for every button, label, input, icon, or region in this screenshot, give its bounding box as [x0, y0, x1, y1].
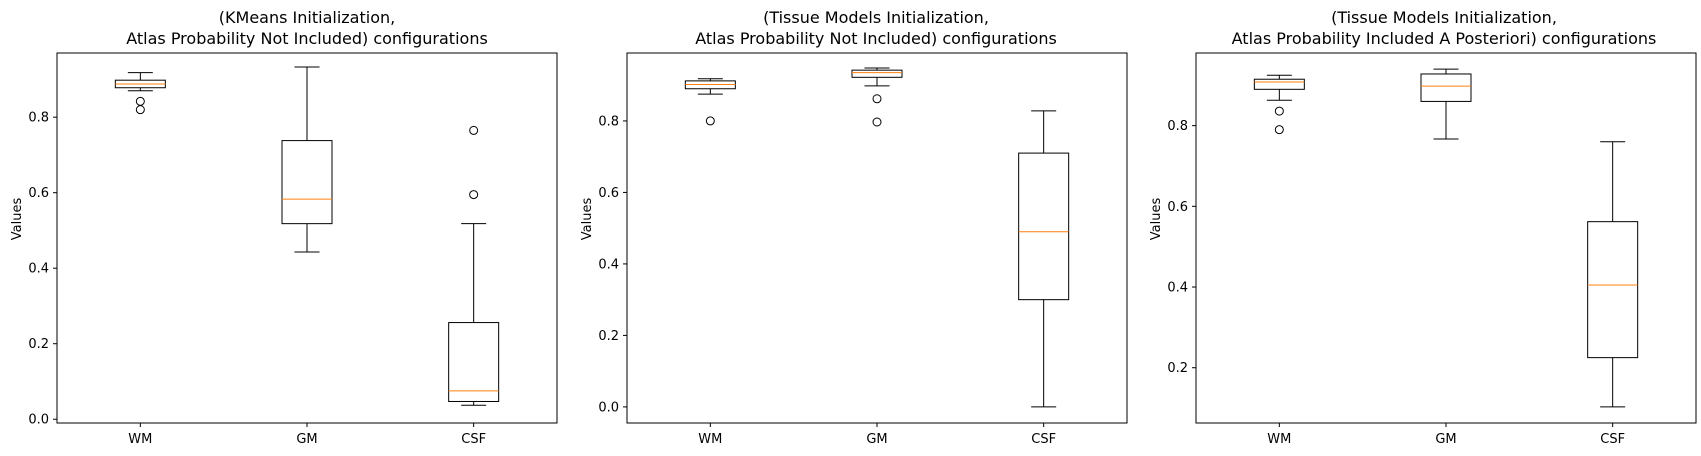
subplot-1-x-tick-label-wm: WM: [128, 432, 152, 447]
subplot-3-x-tick-label-wm: WM: [1267, 432, 1291, 447]
subplot-3-gm-iqr-box: [1420, 73, 1472, 102]
subplot-2-y-tick-label: 0.0: [598, 400, 619, 415]
subplot-2-y-tick-label: 0.8: [598, 114, 619, 129]
subplot-2-gm-outlier: [872, 94, 882, 104]
subplot-2-box-wm: [684, 78, 736, 126]
subplot-1-y-tick-label: 0.4: [28, 262, 49, 277]
subplot-2: (Tissue Models Initialization, Atlas Pro…: [580, 8, 1128, 447]
subplot-1-y-tick-label: 0.2: [28, 337, 49, 352]
subplot-3-wm-iqr-box: [1253, 78, 1305, 90]
subplot-3-y-tick-label: 0.4: [1167, 281, 1188, 296]
subplot-3-y-tick-label: 0.2: [1167, 361, 1188, 376]
subplot-1-plot-area: 0.0 0.2 0.4 0.6 0.8 WM GM CSF: [28, 52, 558, 447]
subplot-3-box-gm: [1420, 68, 1472, 140]
subplot-3-title-line-1: (Tissue Models Initialization,: [1331, 8, 1557, 27]
subplot-1-x-tick-label-csf: CSF: [461, 432, 486, 447]
subplot-2-x-tick-label-wm: WM: [698, 432, 722, 447]
subplot-2-title-line-1: (Tissue Models Initialization,: [763, 8, 989, 27]
subplot-2-box-csf: [1018, 110, 1070, 408]
subplot-1-wm-outlier: [135, 105, 145, 115]
subplot-1-y-axis-label: Values: [10, 198, 25, 241]
subplot-3-y-tick-label: 0.6: [1167, 200, 1188, 215]
subplot-3-wm-outlier: [1274, 106, 1284, 116]
subplot-2-y-tick-label: 0.4: [598, 257, 619, 272]
subplot-3: (Tissue Models Initialization, Atlas Pro…: [1149, 8, 1697, 447]
subplot-2-plot-area: 0.0 0.2 0.4 0.6 0.8 WM GM CSF: [598, 52, 1128, 447]
subplot-3-x-tick-label-csf: CSF: [1600, 432, 1625, 447]
subplot-2-box-gm: [851, 67, 903, 127]
subplot-1-y-tick-label: 0.6: [28, 186, 49, 201]
subplot-3-wm-outlier: [1274, 125, 1284, 135]
subplot-2-gm-iqr-box: [851, 69, 903, 78]
subplot-2-x-tick-label-csf: CSF: [1031, 432, 1056, 447]
subplot-1-box-gm: [281, 66, 333, 253]
subplot-1-y-tick-label: 0.8: [28, 111, 49, 126]
subplot-1-csf-outlier: [469, 190, 479, 200]
subplot-3-box-csf: [1587, 141, 1639, 408]
subplot-3-box-wm: [1253, 74, 1305, 135]
subplot-1-box-wm: [114, 72, 166, 115]
subplot-3-title-line-2: Atlas Probability Included A Posteriori)…: [1232, 29, 1657, 48]
subplot-1-csf-outlier: [469, 125, 479, 135]
subplot-1: (KMeans Initialization, Atlas Probabilit…: [10, 8, 558, 447]
subplot-1-title-line-2: Atlas Probability Not Included) configur…: [126, 29, 488, 48]
subplot-1-x-tick-label-gm: GM: [296, 432, 317, 447]
subplot-2-axes-frame: [626, 52, 1128, 424]
subplot-2-y-tick-label: 0.6: [598, 186, 619, 201]
subplot-3-plot-area: 0.2 0.4 0.6 0.8 WM GM CSF: [1167, 52, 1697, 447]
subplot-1-wm-outlier: [135, 96, 145, 106]
subplot-2-title-line-2: Atlas Probability Not Included) configur…: [695, 29, 1057, 48]
subplot-3-y-tick-label: 0.8: [1167, 119, 1188, 134]
subplot-3-y-axis-label: Values: [1149, 198, 1164, 241]
subplot-1-gm-iqr-box: [281, 140, 333, 225]
subplot-2-y-tick-label: 0.2: [598, 329, 619, 344]
subplot-1-box-csf: [448, 125, 500, 406]
subplot-3-x-tick-label-gm: GM: [1435, 432, 1456, 447]
subplot-2-gm-outlier: [872, 117, 882, 127]
subplot-2-csf-iqr-box: [1018, 152, 1070, 301]
subplot-1-csf-iqr-box: [448, 322, 500, 402]
subplot-3-csf-iqr-box: [1587, 221, 1639, 359]
subplot-2-wm-outlier: [705, 116, 715, 126]
subplot-2-x-tick-label-gm: GM: [866, 432, 887, 447]
subplot-1-title-line-1: (KMeans Initialization,: [219, 8, 395, 27]
subplot-1-y-tick-label: 0.0: [28, 413, 49, 428]
subplot-2-y-axis-label: Values: [580, 198, 595, 241]
